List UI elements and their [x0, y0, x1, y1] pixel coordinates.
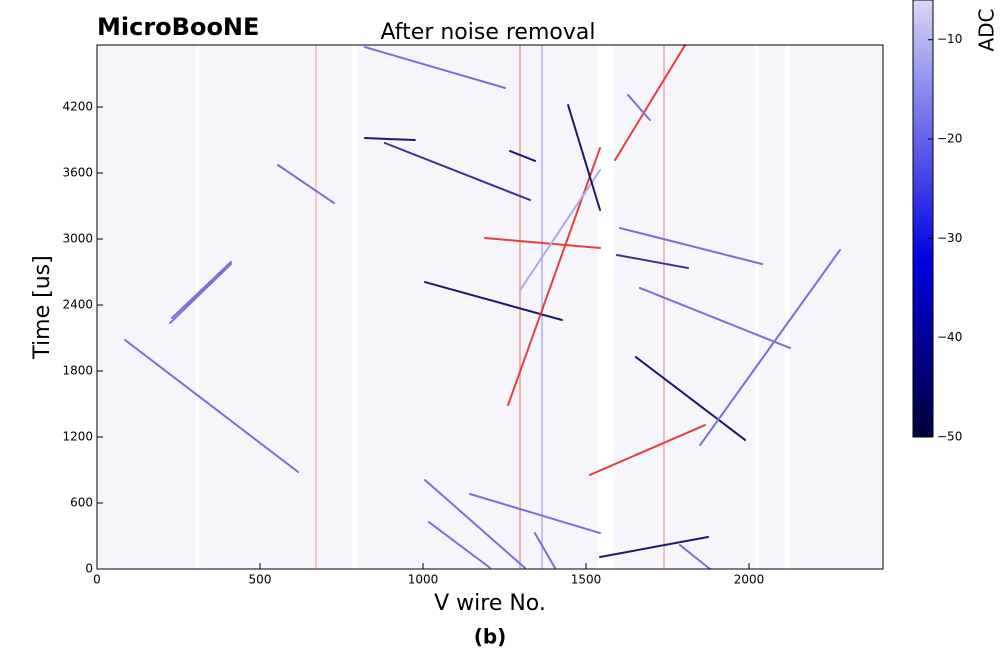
- y-tick-label: 0: [85, 562, 93, 576]
- track: [699, 249, 841, 447]
- track: [363, 137, 416, 142]
- dead-band: [785, 45, 790, 569]
- track: [507, 147, 602, 407]
- x-tick-label: 0: [93, 573, 101, 587]
- colorbar-tick-label: −20: [937, 132, 962, 146]
- x-tick-label: 1000: [408, 573, 439, 587]
- track: [678, 544, 711, 570]
- colorbar-tick-label: −30: [937, 231, 962, 245]
- track: [383, 142, 531, 201]
- x-tick-label: 2000: [734, 573, 765, 587]
- track: [276, 164, 336, 205]
- dead-band: [598, 45, 614, 569]
- track: [468, 492, 602, 535]
- track: [483, 237, 602, 250]
- track: [170, 261, 232, 319]
- track: [124, 338, 300, 473]
- y-tick-label: 3000: [62, 232, 93, 246]
- y-tick-label: 3600: [62, 166, 93, 180]
- dead-band: [352, 45, 357, 569]
- y-tick-label: 2400: [62, 298, 93, 312]
- track: [638, 286, 792, 350]
- noise-stripe: [519, 45, 521, 569]
- plot-area: [97, 45, 883, 569]
- y-tick-label: 1800: [62, 364, 93, 378]
- y-tick-label: 4200: [62, 100, 93, 114]
- x-tick-label: 1500: [571, 573, 602, 587]
- track: [615, 253, 690, 270]
- colorbar: [912, 0, 934, 438]
- track: [519, 169, 602, 292]
- track: [599, 535, 709, 559]
- dead-wire-bands: [196, 45, 790, 569]
- track: [533, 532, 557, 570]
- track: [423, 281, 563, 321]
- track: [169, 262, 232, 325]
- noise-stripe: [663, 45, 665, 569]
- y-axis-label: Time [us]: [30, 255, 55, 359]
- noise-stripe: [541, 45, 543, 569]
- tracks: [124, 44, 841, 570]
- caption: (b): [474, 625, 507, 649]
- track: [427, 521, 492, 570]
- dead-band: [196, 45, 199, 569]
- track: [423, 479, 527, 570]
- track: [567, 104, 602, 211]
- track: [618, 227, 764, 265]
- chart-title: After noise removal: [381, 20, 596, 45]
- experiment-label: MicroBooNE: [97, 13, 259, 41]
- y-tick-label: 600: [70, 496, 93, 510]
- colorbar-tick-label: −40: [937, 330, 962, 344]
- x-axis-label: V wire No.: [434, 591, 546, 616]
- track: [588, 424, 707, 476]
- dead-band: [755, 45, 759, 569]
- plot-frame: [96, 44, 884, 570]
- track: [634, 356, 747, 441]
- noise-stripe: [315, 45, 317, 569]
- colorbar-tick-label: −10: [937, 32, 962, 46]
- track: [363, 46, 507, 90]
- colorbar-label: ADC: [975, 8, 999, 51]
- track: [509, 150, 537, 162]
- track: [614, 44, 687, 162]
- track: [627, 94, 651, 122]
- x-tick-label: 500: [249, 573, 272, 587]
- y-tick-label: 1200: [62, 430, 93, 444]
- colorbar-tick-label: −50: [937, 430, 962, 444]
